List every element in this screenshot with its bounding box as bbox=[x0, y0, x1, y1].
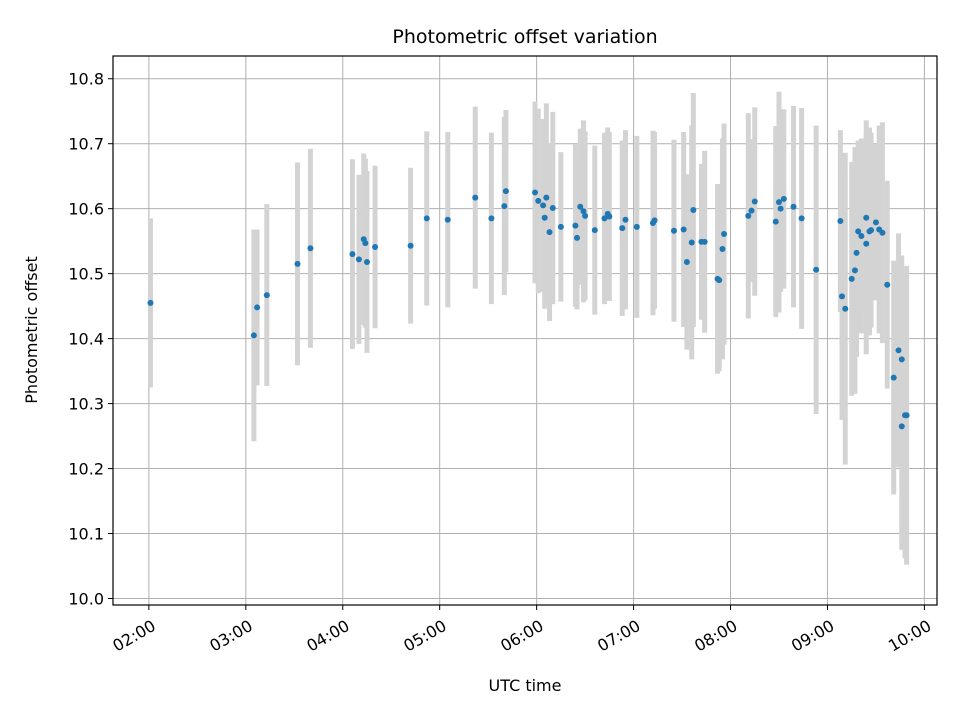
data-point bbox=[574, 234, 581, 241]
data-point bbox=[591, 227, 598, 234]
data-point bbox=[837, 218, 844, 225]
data-point bbox=[872, 219, 879, 226]
data-point bbox=[898, 356, 905, 363]
data-point bbox=[780, 195, 787, 202]
data-point bbox=[716, 277, 723, 284]
data-point bbox=[838, 293, 845, 300]
data-point bbox=[488, 215, 495, 222]
data-point bbox=[294, 260, 301, 267]
data-point bbox=[895, 347, 902, 354]
data-point bbox=[355, 256, 362, 263]
data-point bbox=[879, 229, 886, 236]
data-point bbox=[863, 214, 870, 221]
data-point bbox=[444, 216, 451, 223]
data-point bbox=[572, 222, 579, 229]
y-tick-label: 10.1 bbox=[68, 525, 104, 544]
data-point bbox=[307, 245, 314, 252]
y-tick-label: 10.5 bbox=[68, 265, 104, 284]
data-point bbox=[775, 199, 782, 206]
data-point bbox=[898, 423, 905, 430]
data-point bbox=[546, 229, 553, 236]
data-point bbox=[250, 332, 257, 339]
data-point bbox=[363, 258, 370, 265]
data-point bbox=[532, 189, 539, 196]
data-point bbox=[790, 203, 797, 210]
data-point bbox=[745, 212, 752, 219]
data-point bbox=[582, 212, 589, 219]
chart-title: Photometric offset variation bbox=[392, 26, 657, 48]
y-tick-label: 10.8 bbox=[68, 70, 104, 89]
data-point bbox=[848, 275, 855, 282]
data-points bbox=[147, 188, 910, 430]
data-point bbox=[855, 228, 862, 235]
data-point bbox=[147, 299, 154, 306]
data-point bbox=[680, 226, 687, 233]
data-point bbox=[372, 244, 379, 251]
data-point bbox=[858, 232, 865, 239]
data-point bbox=[580, 208, 587, 215]
data-point bbox=[719, 245, 726, 252]
data-point bbox=[606, 213, 613, 220]
data-point bbox=[748, 207, 755, 214]
y-axis-label: Photometric offset bbox=[22, 256, 41, 404]
data-point bbox=[884, 281, 891, 288]
data-point bbox=[577, 203, 584, 210]
data-point bbox=[633, 223, 640, 230]
data-point bbox=[651, 217, 658, 224]
data-point bbox=[557, 223, 564, 230]
data-point bbox=[423, 215, 430, 222]
data-point bbox=[407, 242, 414, 249]
data-point bbox=[535, 197, 542, 204]
y-tick-label: 10.0 bbox=[68, 590, 104, 609]
data-point bbox=[842, 305, 849, 312]
data-point bbox=[798, 215, 805, 222]
y-tick-label: 10.4 bbox=[68, 330, 104, 349]
data-point bbox=[472, 194, 479, 201]
data-point bbox=[502, 188, 509, 195]
data-point bbox=[777, 205, 784, 212]
y-tick-label: 10.3 bbox=[68, 395, 104, 414]
data-point bbox=[543, 194, 550, 201]
y-tick-label: 10.2 bbox=[68, 460, 104, 479]
data-point bbox=[721, 231, 728, 238]
y-tick-label: 10.7 bbox=[68, 135, 104, 154]
data-point bbox=[868, 227, 875, 234]
data-point bbox=[772, 218, 779, 225]
data-point bbox=[549, 205, 556, 212]
data-point bbox=[690, 206, 697, 213]
data-point bbox=[349, 251, 356, 258]
data-point bbox=[890, 374, 897, 381]
y-axis-ticks: 10.0 10.1 10.2 10.3 10.4 10.5 10.6 10.7 10.8 bbox=[68, 70, 113, 609]
data-point bbox=[254, 304, 261, 311]
data-point bbox=[903, 412, 910, 419]
data-point bbox=[851, 267, 858, 274]
data-point bbox=[501, 203, 508, 210]
data-point bbox=[541, 214, 548, 221]
data-point bbox=[751, 198, 758, 205]
plot-frame bbox=[112, 55, 938, 606]
y-tick-label: 10.6 bbox=[68, 200, 104, 219]
data-point bbox=[863, 240, 870, 247]
data-point bbox=[263, 292, 270, 299]
data-point bbox=[540, 202, 547, 209]
data-point bbox=[683, 258, 690, 265]
data-point bbox=[601, 215, 608, 222]
data-point bbox=[619, 225, 626, 232]
data-point bbox=[813, 266, 820, 273]
data-point bbox=[670, 227, 677, 234]
grid bbox=[113, 56, 937, 605]
data-point bbox=[622, 216, 629, 223]
x-axis-label: UTC time bbox=[489, 676, 562, 695]
data-point bbox=[853, 249, 860, 256]
data-point bbox=[362, 240, 369, 247]
data-point bbox=[701, 238, 708, 245]
data-point bbox=[688, 239, 695, 246]
